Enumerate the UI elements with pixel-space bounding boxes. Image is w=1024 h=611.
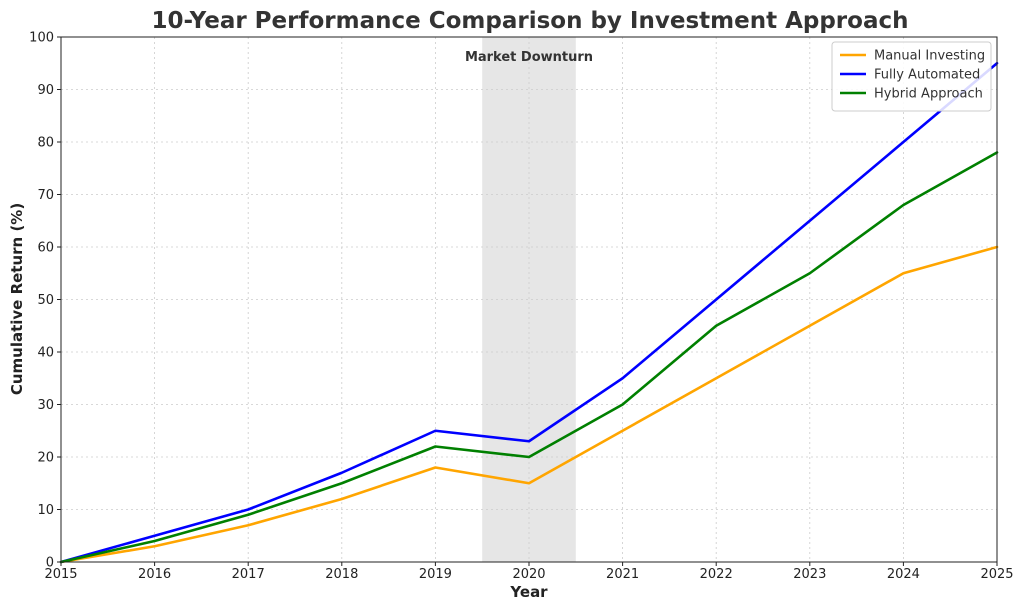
- chart-title: 10-Year Performance Comparison by Invest…: [152, 8, 909, 34]
- x-tick-label: 2018: [325, 567, 358, 582]
- y-tick-label: 50: [37, 293, 54, 308]
- legend-box: [831, 41, 992, 112]
- y-tick-label: 30: [37, 398, 54, 413]
- legend-entry: Hybrid Approach: [874, 87, 983, 102]
- y-tick-label: 20: [37, 451, 54, 466]
- y-tick-label: 10: [37, 503, 54, 518]
- x-tick-label: 2017: [232, 567, 265, 582]
- x-tick-label: 2019: [419, 567, 452, 582]
- legend-entry: Fully Automated: [874, 68, 980, 83]
- y-tick-label: 0: [46, 556, 54, 571]
- y-tick-label: 60: [37, 241, 54, 256]
- x-tick-label: 2016: [138, 567, 171, 582]
- x-tick-label: 2020: [512, 567, 545, 582]
- legend: Manual Investing Fully Automated Hybrid Ap…: [831, 41, 992, 112]
- legend-entry: Manual Investing: [874, 49, 985, 64]
- x-tick-label: 2021: [606, 567, 639, 582]
- x-tick-label: 2015: [44, 567, 77, 582]
- y-tick-label: 80: [37, 136, 54, 151]
- y-axis-label: Cumulative Return (%): [8, 203, 26, 395]
- x-tick-label: 2024: [887, 567, 920, 582]
- x-tick-label: 2025: [980, 567, 1013, 582]
- series-line-hybrid-approach: [59, 151, 999, 564]
- series-line-fully-automated: [59, 61, 999, 564]
- y-tick-label: 90: [37, 83, 54, 98]
- x-axis-label: Year: [509, 583, 548, 601]
- y-tick-label: 40: [37, 346, 54, 361]
- x-tick-label: 2022: [700, 567, 733, 582]
- annotation-label: Market Downturn: [465, 50, 593, 65]
- x-tick-label: 2023: [793, 567, 826, 582]
- y-tick-label: 70: [37, 188, 54, 203]
- series-line-manual-investing: [59, 245, 999, 564]
- y-tick-label: 100: [29, 31, 54, 46]
